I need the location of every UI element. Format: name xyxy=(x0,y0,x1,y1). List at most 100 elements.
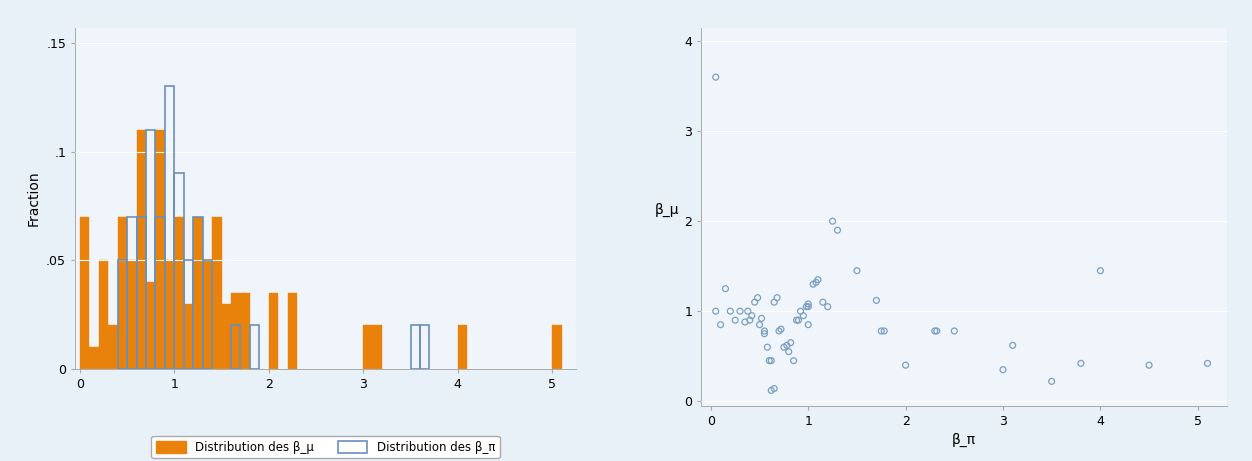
Point xyxy=(740,317,760,324)
Point xyxy=(755,330,775,337)
Point xyxy=(741,312,761,319)
Point xyxy=(1003,342,1023,349)
Point xyxy=(803,280,823,288)
Bar xyxy=(128,260,136,369)
Bar xyxy=(288,293,297,369)
Bar xyxy=(99,260,108,369)
Point xyxy=(806,279,826,286)
Point xyxy=(895,361,915,369)
Bar xyxy=(155,130,165,369)
Bar xyxy=(118,260,128,369)
Point xyxy=(789,317,809,324)
Point xyxy=(781,339,801,346)
Point xyxy=(784,357,804,364)
Point xyxy=(1139,361,1159,369)
Point xyxy=(944,327,964,335)
Point xyxy=(823,218,843,225)
Bar xyxy=(184,304,193,369)
Bar xyxy=(174,217,184,369)
Bar xyxy=(184,260,193,369)
Point xyxy=(735,318,755,325)
Point xyxy=(813,298,833,306)
Bar xyxy=(240,293,250,369)
Point xyxy=(745,298,765,306)
Point xyxy=(779,348,799,355)
Point xyxy=(794,312,814,319)
Bar xyxy=(203,260,212,369)
Point xyxy=(925,327,945,335)
Point xyxy=(871,327,891,335)
Bar xyxy=(222,304,232,369)
Point xyxy=(1070,360,1090,367)
Bar xyxy=(419,325,429,369)
Bar xyxy=(108,325,118,369)
Point xyxy=(764,298,784,306)
Point xyxy=(926,327,947,335)
Y-axis label: β_μ: β_μ xyxy=(655,202,680,217)
Point xyxy=(774,343,794,351)
Point xyxy=(720,307,740,315)
Point xyxy=(846,267,866,274)
Bar xyxy=(363,325,373,369)
Point xyxy=(755,327,775,335)
Bar xyxy=(250,325,259,369)
Point xyxy=(799,303,819,310)
Point xyxy=(808,276,828,284)
Point xyxy=(715,285,735,292)
Bar xyxy=(373,325,382,369)
X-axis label: β_π: β_π xyxy=(952,433,977,448)
Point xyxy=(1090,267,1111,274)
Point xyxy=(790,307,810,315)
Bar xyxy=(193,217,203,369)
Point xyxy=(771,325,791,333)
Bar xyxy=(165,260,174,369)
Point xyxy=(993,366,1013,373)
Bar xyxy=(203,260,212,369)
Point xyxy=(761,387,781,394)
Bar xyxy=(212,217,222,369)
Bar xyxy=(128,217,136,369)
Legend: Distribution des β_μ, Distribution des β_π: Distribution des β_μ, Distribution des β… xyxy=(151,436,500,458)
Point xyxy=(767,294,788,301)
Bar xyxy=(155,217,165,369)
Point xyxy=(764,385,784,392)
Point xyxy=(796,303,816,310)
Point xyxy=(737,307,757,315)
Point xyxy=(725,317,745,324)
Bar xyxy=(411,325,419,369)
Point xyxy=(799,321,819,328)
Point xyxy=(1197,360,1217,367)
Bar xyxy=(136,217,146,369)
Bar xyxy=(136,130,146,369)
Point xyxy=(769,327,789,335)
Point xyxy=(759,357,779,364)
Bar xyxy=(269,293,278,369)
Bar xyxy=(458,325,467,369)
Bar xyxy=(118,217,128,369)
Point xyxy=(706,73,726,81)
Bar xyxy=(89,347,99,369)
Point xyxy=(786,317,806,324)
Point xyxy=(1042,378,1062,385)
Bar xyxy=(146,282,155,369)
Y-axis label: Fraction: Fraction xyxy=(26,171,40,226)
Point xyxy=(747,294,767,301)
Point xyxy=(751,315,771,322)
Bar xyxy=(552,325,562,369)
Point xyxy=(750,321,770,328)
Bar xyxy=(232,293,240,369)
Bar xyxy=(80,217,89,369)
Point xyxy=(730,307,750,315)
Bar xyxy=(174,173,184,369)
Bar xyxy=(165,86,174,369)
Point xyxy=(799,300,819,307)
Point xyxy=(874,327,894,335)
Point xyxy=(761,357,781,364)
Bar xyxy=(193,217,203,369)
Point xyxy=(818,303,838,310)
Point xyxy=(711,321,731,328)
Bar xyxy=(146,130,155,369)
Point xyxy=(706,307,726,315)
Point xyxy=(866,297,886,304)
Bar xyxy=(232,325,240,369)
